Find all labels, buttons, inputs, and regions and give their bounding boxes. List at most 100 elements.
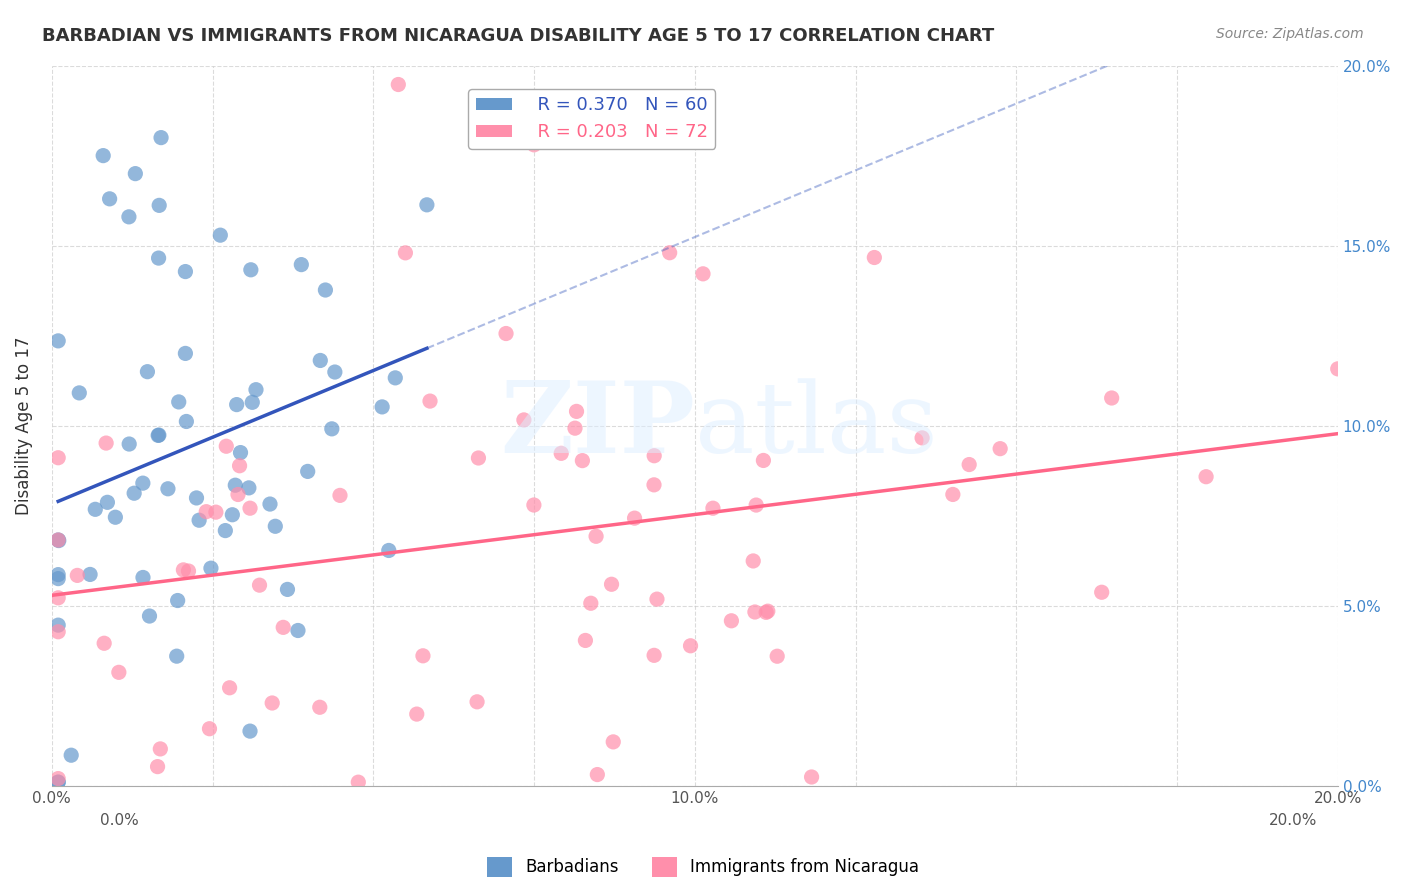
- Point: [412, 648, 434, 663]
- Point: [564, 421, 586, 435]
- Text: atlas: atlas: [695, 378, 938, 474]
- Point: [195, 505, 218, 519]
- Point: [198, 722, 221, 736]
- Point: [623, 511, 645, 525]
- Point: [262, 696, 284, 710]
- Point: [226, 487, 249, 501]
- Point: [643, 648, 665, 663]
- Point: [46, 775, 69, 789]
- Text: 20.0%: 20.0%: [1270, 814, 1317, 828]
- Point: [249, 578, 271, 592]
- Point: [600, 577, 623, 591]
- Y-axis label: Disability Age 5 to 17: Disability Age 5 to 17: [15, 336, 32, 515]
- Point: [347, 775, 370, 789]
- Point: [218, 681, 240, 695]
- Point: [371, 400, 394, 414]
- Point: [692, 267, 714, 281]
- Text: ZIP: ZIP: [501, 377, 695, 475]
- Point: [91, 148, 114, 162]
- Point: [942, 487, 965, 501]
- Point: [574, 633, 596, 648]
- Point: [122, 486, 145, 500]
- Point: [229, 445, 252, 459]
- Point: [209, 228, 232, 243]
- Point: [167, 395, 190, 409]
- Point: [1195, 469, 1218, 483]
- Point: [742, 554, 765, 568]
- Point: [643, 449, 665, 463]
- Point: [550, 446, 572, 460]
- Point: [239, 262, 262, 277]
- Point: [276, 582, 298, 597]
- Point: [645, 592, 668, 607]
- Point: [394, 245, 416, 260]
- Point: [602, 735, 624, 749]
- Point: [321, 422, 343, 436]
- Point: [96, 495, 118, 509]
- Point: [523, 498, 546, 512]
- Point: [1326, 362, 1348, 376]
- Point: [465, 695, 488, 709]
- Point: [467, 450, 489, 465]
- Point: [48, 533, 70, 548]
- Point: [720, 614, 742, 628]
- Point: [200, 561, 222, 575]
- Point: [495, 326, 517, 341]
- Point: [643, 478, 665, 492]
- Point: [239, 724, 262, 739]
- Point: [66, 568, 89, 582]
- Point: [60, 748, 83, 763]
- Point: [46, 450, 69, 465]
- Point: [378, 543, 401, 558]
- Point: [46, 533, 69, 547]
- Point: [148, 251, 170, 265]
- Legend: Barbadians, Immigrants from Nicaragua: Barbadians, Immigrants from Nicaragua: [479, 850, 927, 884]
- Point: [148, 198, 170, 212]
- Point: [988, 442, 1011, 456]
- Point: [46, 775, 69, 789]
- Point: [79, 567, 101, 582]
- Point: [745, 498, 768, 512]
- Point: [287, 624, 309, 638]
- Point: [755, 606, 778, 620]
- Point: [329, 488, 352, 502]
- Point: [166, 593, 188, 607]
- Point: [702, 501, 724, 516]
- Point: [156, 482, 179, 496]
- Point: [800, 770, 823, 784]
- Point: [239, 501, 262, 516]
- Point: [752, 453, 775, 467]
- Point: [911, 431, 934, 445]
- Point: [94, 436, 117, 450]
- Point: [744, 605, 766, 619]
- Point: [146, 428, 169, 442]
- Point: [323, 365, 346, 379]
- Point: [565, 404, 588, 418]
- Point: [124, 167, 146, 181]
- Point: [290, 258, 312, 272]
- Point: [957, 458, 980, 472]
- Point: [46, 618, 69, 632]
- Point: [679, 639, 702, 653]
- Point: [46, 772, 69, 786]
- Point: [228, 458, 250, 473]
- Point: [46, 572, 69, 586]
- Point: [308, 700, 330, 714]
- Point: [259, 497, 281, 511]
- Point: [176, 415, 198, 429]
- Point: [108, 665, 131, 680]
- Point: [416, 198, 439, 212]
- Point: [513, 413, 536, 427]
- Point: [93, 636, 115, 650]
- Point: [215, 439, 238, 453]
- Point: [46, 533, 69, 547]
- Point: [67, 385, 90, 400]
- Point: [118, 437, 141, 451]
- Point: [571, 453, 593, 467]
- Point: [766, 649, 789, 664]
- Point: [174, 264, 197, 278]
- Point: [240, 395, 263, 409]
- Point: [297, 464, 319, 478]
- Point: [132, 570, 155, 584]
- Point: [104, 510, 127, 524]
